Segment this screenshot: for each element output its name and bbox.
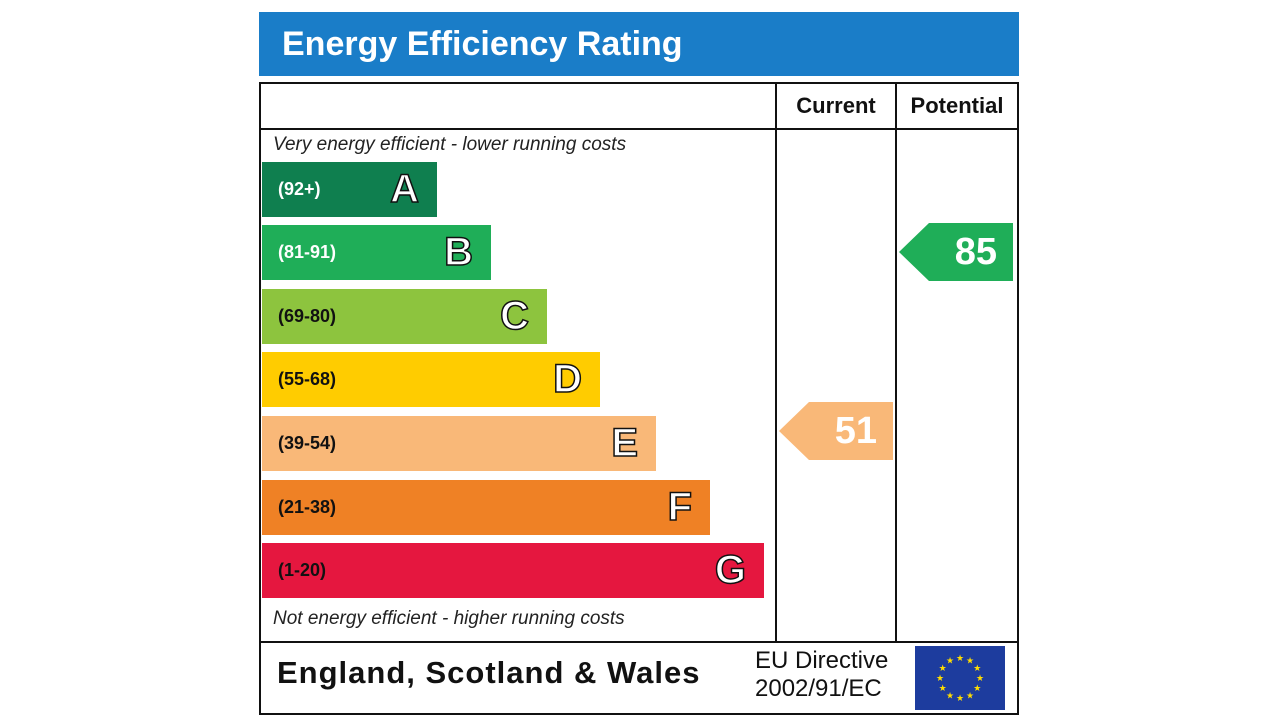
band-letter: C (499, 293, 529, 339)
region-label: England, Scotland & Wales (277, 655, 701, 690)
band-range: (69-80) (278, 306, 337, 326)
band-bar-c: (69-80) C (262, 289, 547, 344)
directive-line1: EU Directive (755, 647, 889, 674)
star-icon: ★ (939, 663, 947, 673)
chart-title: Energy Efficiency Rating (259, 12, 1019, 76)
star-icon: ★ (966, 656, 974, 666)
divider (775, 84, 777, 641)
star-icon: ★ (966, 690, 974, 700)
directive-line2: 2002/91/EC (755, 675, 882, 702)
band-range: (81-91) (278, 242, 337, 262)
potential-rating-arrow: 85 (899, 223, 1013, 281)
band-bar-b: (81-91) B (262, 225, 491, 280)
band-letter: D (552, 356, 582, 402)
rating-table: Current Potential Very energy efficient … (259, 82, 1019, 715)
divider (261, 128, 1017, 130)
band-letter: E (611, 420, 639, 466)
band-bar-f: (21-38) F (262, 480, 710, 535)
star-icon: ★ (936, 673, 944, 683)
band-range: (21-38) (278, 497, 337, 517)
eu-flag-icon: ★ ★★★★★★★★★★★ (915, 646, 1005, 710)
band-range: (1-20) (278, 560, 327, 580)
star-icon: ★ (956, 653, 964, 663)
band-letter: G (714, 547, 747, 593)
divider (261, 641, 1017, 643)
star-icon: ★ (973, 683, 981, 693)
potential-header: Potential (910, 93, 1004, 118)
band-letter: F (667, 484, 693, 530)
current-rating-arrow: 51 (779, 402, 893, 460)
band-range: (92+) (278, 179, 321, 199)
band-letter: B (443, 229, 473, 275)
divider (895, 84, 897, 641)
star-icon: ★ (939, 683, 947, 693)
band-letter: A (389, 166, 419, 212)
band-bar-d: (55-68) D (262, 352, 600, 407)
bottom-note: Not energy efficient - higher running co… (273, 608, 625, 629)
current-header: Current (796, 93, 876, 118)
current-rating-value: 51 (834, 410, 877, 452)
star-icon: ★ (946, 690, 954, 700)
star-icon: ★ (976, 673, 984, 683)
eu-directive: EU Directive 2002/91/EC (755, 647, 888, 703)
top-note: Very energy efficient - lower running co… (273, 134, 627, 155)
band-bar-g: (1-20) G (262, 543, 764, 598)
band-bar-a: (92+) A (262, 162, 437, 217)
band-bar-e: (39-54) E (262, 416, 656, 471)
band-range: (55-68) (278, 369, 337, 389)
star-icon: ★ (973, 663, 981, 673)
star-icon: ★ (946, 656, 954, 666)
band-range: (39-54) (278, 433, 337, 453)
star-icon: ★ (956, 693, 964, 703)
potential-rating-value: 85 (954, 231, 997, 273)
